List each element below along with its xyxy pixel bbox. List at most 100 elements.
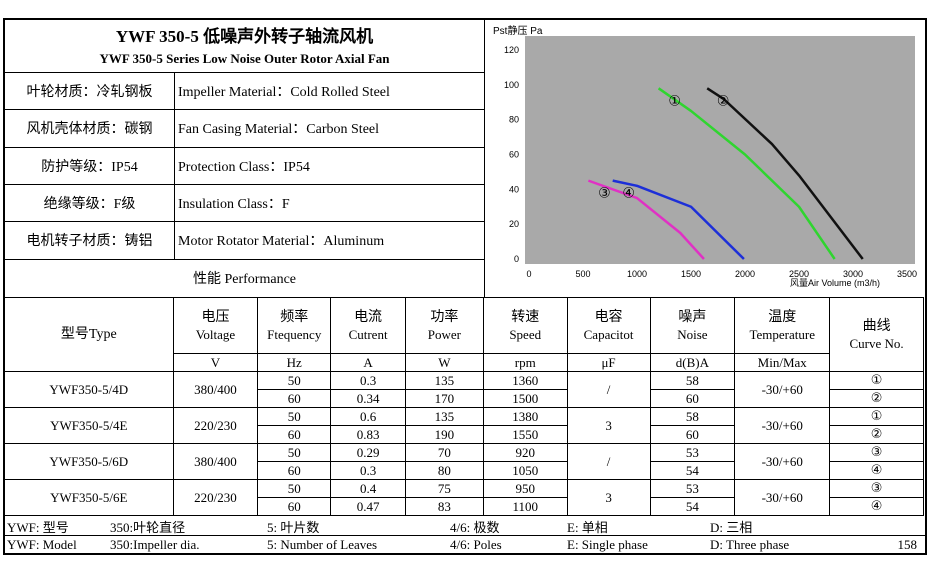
curve-cell: ① — [829, 371, 924, 390]
speed-cell: 1100 — [482, 497, 568, 516]
header-cn: 型号Type — [60, 326, 117, 342]
curve-cell: ② — [829, 389, 924, 408]
power-cell: 190 — [405, 425, 484, 444]
power-cell: 70 — [405, 443, 484, 462]
header-cell: 频率 Ftequency — [257, 297, 332, 354]
noise-cell: 54 — [649, 497, 736, 516]
capacitor-cell: / — [566, 443, 651, 480]
y-axis-label: Pst静压 Pa — [493, 24, 543, 37]
freq-cell: 60 — [257, 497, 332, 516]
speed-cell: 920 — [482, 443, 568, 462]
spec-label-cn: 风机壳体材质：碳钢 — [26, 122, 153, 137]
unit-cell: d(B)A — [649, 353, 736, 372]
page-number: 158 — [897, 537, 918, 552]
temp-cell: -30/+60 — [734, 443, 831, 480]
curve — [706, 87, 864, 260]
voltage-cell: 380/400 — [172, 371, 259, 408]
footer-cn: 4/6: 极数 — [450, 520, 500, 535]
spec-label-cn: 防护等级：IP54 — [41, 159, 138, 175]
footer-cn: D: 三相 — [710, 520, 753, 535]
current-cell: 0.34 — [330, 389, 406, 408]
header-en: Capacitot — [583, 326, 634, 342]
spec-label-en: Motor Rotator Material：Aluminum — [178, 234, 385, 249]
freq-cell: 60 — [257, 461, 332, 480]
header-cn: 电容 — [594, 309, 623, 325]
freq-cell: 60 — [257, 425, 332, 444]
rule — [5, 535, 925, 536]
unit-cell: μF — [566, 353, 651, 372]
unit-cell: W — [405, 353, 484, 372]
x-tick-label: 2000 — [735, 269, 755, 279]
header-cn: 功率 — [430, 309, 459, 325]
footer-en: E: Single phase — [567, 537, 648, 552]
noise-cell: 53 — [649, 479, 736, 498]
data-row: 60 0.47 83 1100 54 ④ — [5, 497, 924, 516]
curve — [657, 87, 836, 260]
y-tick-label: 60 — [509, 150, 519, 160]
current-cell: 0.29 — [330, 443, 406, 462]
header-cn: 噪声 — [678, 309, 707, 325]
table-body: 型号Type 电压 Voltage 频率 Ftequency 电流 Cutrent 功率 Pow… — [4, 297, 924, 516]
header-en: Voltage — [195, 326, 236, 342]
rule — [484, 20, 485, 297]
footer-cn: YWF: 型号 — [7, 520, 69, 535]
noise-cell: 54 — [649, 461, 736, 480]
header-cn: 曲线 — [862, 318, 891, 334]
x-tick-label: 1000 — [627, 269, 647, 279]
data-row: 60 0.83 190 1550 60 ② — [5, 425, 924, 444]
rule — [5, 259, 484, 260]
header-cn: 电压 — [201, 309, 230, 325]
y-tick-label: 20 — [509, 219, 519, 229]
y-tick-label: 120 — [504, 45, 519, 55]
current-cell: 0.3 — [330, 371, 406, 390]
unit-cell: A — [330, 353, 406, 372]
curve-label: ① — [668, 92, 681, 108]
noise-cell: 58 — [649, 371, 736, 390]
speed-cell: 1500 — [482, 389, 568, 408]
header-cell: 功率 Power — [405, 297, 484, 354]
x-tick-label: 500 — [575, 269, 590, 279]
header-cn: 频率 — [280, 309, 309, 325]
voltage-cell: 380/400 — [172, 443, 259, 480]
rule — [5, 184, 484, 185]
speed-cell: 1050 — [482, 461, 568, 480]
y-tick-label: 0 — [514, 254, 519, 264]
noise-cell: 58 — [649, 407, 736, 426]
spec-label-cn: 叶轮材质：冷轧钢板 — [26, 84, 153, 100]
voltage-cell: 220/230 — [172, 479, 259, 516]
x-tick-label: 1500 — [681, 269, 701, 279]
freq-cell: 50 — [257, 371, 332, 390]
curve-cell: ③ — [829, 443, 924, 462]
power-cell: 135 — [405, 371, 484, 390]
header-cell: 曲线 Curve No. — [829, 297, 924, 372]
header-cn: 温度 — [768, 309, 797, 325]
footer-en: 350:Impeller dia. — [110, 537, 200, 552]
curve-cell: ④ — [829, 497, 924, 516]
curve — [612, 179, 745, 260]
plot-area — [525, 36, 915, 264]
freq-cell: 50 — [257, 443, 332, 462]
current-cell: 0.47 — [330, 497, 406, 516]
curve-cell: ④ — [829, 461, 924, 480]
freq-cell: 50 — [257, 479, 332, 498]
rule — [174, 72, 175, 259]
footer-cn: 5: 叶片数 — [267, 520, 320, 535]
current-cell: 0.6 — [330, 407, 406, 426]
noise-cell: 53 — [649, 443, 736, 462]
temp-cell: -30/+60 — [734, 371, 831, 408]
title-en: YWF 350-5 Series Low Noise Outer Rotor A… — [99, 51, 390, 66]
x-tick-label: 2500 — [789, 269, 809, 279]
voltage-cell: 220/230 — [172, 407, 259, 444]
y-tick-label: 40 — [509, 184, 519, 194]
spec-sheet: YWF 350-5 低噪声外转子轴流风机 YWF 350-5 Series Lo… — [3, 18, 927, 555]
header-cell: 电容 Capacitot — [566, 297, 651, 354]
header-row: 型号Type 电压 Voltage 频率 Ftequency 电流 Cutrent 功率 Pow… — [4, 297, 924, 372]
header-cell: 噪声 Noise — [649, 297, 736, 354]
header-en: Temperature — [749, 326, 815, 342]
header-en: Speed — [509, 326, 542, 342]
unit-cell: V — [172, 353, 259, 372]
unit-cell: Min/Max — [734, 353, 831, 372]
x-tick-label: 3500 — [897, 269, 917, 279]
header-cell: 电流 Cutrent — [330, 297, 406, 354]
